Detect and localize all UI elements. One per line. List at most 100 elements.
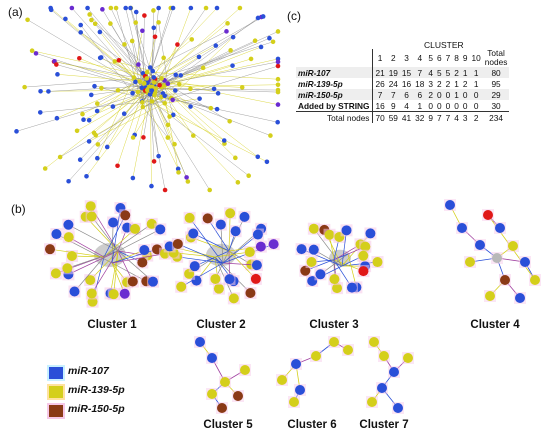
cluster-node: [300, 265, 311, 276]
network-edge: [147, 57, 164, 89]
cluster-node: [252, 229, 263, 240]
network-node: [149, 99, 155, 104]
network-node: [93, 132, 99, 138]
cluster-node: [520, 257, 530, 267]
cluster-node: [306, 257, 317, 268]
cluster-node: [215, 219, 226, 230]
network-node: [99, 85, 104, 91]
network-edge: [149, 90, 152, 187]
cluster-node: [120, 210, 131, 221]
network-node: [144, 69, 150, 75]
network-node: [188, 5, 194, 11]
table-header-total: Total nodes: [483, 49, 510, 67]
network-node: [92, 83, 97, 89]
network-node: [141, 135, 146, 140]
cluster-node: [207, 353, 217, 363]
network-node: [176, 81, 182, 87]
cluster-node: [225, 208, 236, 219]
network-node: [178, 73, 184, 78]
cluster-node: [315, 269, 326, 280]
network-node: [38, 88, 43, 94]
cluster-node: [360, 241, 371, 252]
network-node: [63, 16, 68, 22]
network-edge: [133, 30, 143, 78]
cluster-node: [224, 274, 235, 285]
network-node: [113, 5, 119, 11]
network-node: [92, 21, 98, 27]
cluster-node: [291, 359, 301, 369]
network-node: [162, 187, 168, 193]
network-edge: [16, 90, 152, 132]
network-node: [121, 111, 127, 117]
network-node: [190, 133, 196, 138]
cluster-node: [155, 224, 166, 235]
cluster-node: [308, 244, 319, 255]
cluster-node: [137, 257, 148, 268]
network-edge: [151, 7, 241, 87]
network-node: [149, 88, 154, 93]
network-node: [248, 56, 254, 62]
legend-swatch-mir107: [47, 365, 65, 381]
network-edge: [153, 77, 225, 141]
network-node: [123, 5, 128, 11]
network-node: [225, 21, 230, 26]
cluster-node: [184, 212, 195, 223]
cluster-node: [239, 211, 250, 222]
cluster-edge: [113, 250, 119, 295]
cluster-6-label: Cluster 6: [287, 419, 336, 431]
network-edge: [27, 19, 142, 89]
cluster-edge: [228, 213, 231, 252]
network-node: [152, 34, 158, 40]
network-node: [275, 119, 280, 125]
network-node: [81, 117, 86, 123]
network-node: [29, 48, 35, 54]
cluster-node: [495, 223, 505, 233]
cluster-edge: [220, 224, 224, 264]
network-node: [170, 5, 176, 11]
network-edge: [133, 77, 155, 83]
network-edge: [142, 106, 168, 138]
cluster-node: [403, 353, 413, 363]
network-node: [215, 91, 221, 96]
main-network: [14, 5, 281, 193]
cluster-node: [295, 385, 305, 395]
network-node: [145, 87, 150, 93]
cluster-node: [508, 241, 518, 251]
network-node: [275, 76, 281, 82]
cluster-node: [311, 351, 321, 361]
network-node: [142, 13, 147, 18]
network-edge: [97, 81, 136, 104]
cluster-node: [220, 377, 230, 387]
cluster-node: [372, 257, 383, 268]
network-node: [275, 63, 281, 69]
network-node: [156, 153, 161, 159]
network-node: [129, 38, 135, 44]
cluster-7-label: Cluster 7: [359, 419, 408, 431]
cluster-edge: [67, 250, 119, 269]
cluster-node: [492, 253, 502, 263]
cluster-node: [245, 288, 256, 299]
network-edge: [56, 78, 147, 119]
cluster-edge: [181, 262, 224, 288]
panel-label-c: (c): [287, 9, 301, 23]
network-edge: [132, 92, 268, 162]
network-node: [78, 30, 83, 35]
network-node: [275, 102, 281, 107]
network-node: [95, 142, 101, 147]
network-node: [170, 97, 175, 103]
cluster-node: [85, 275, 96, 286]
network-node: [237, 5, 243, 11]
table-header-cell: 7: [445, 53, 451, 63]
cluster-node: [296, 244, 307, 255]
cluster-node: [358, 250, 369, 261]
network-node: [108, 5, 114, 11]
network-node: [140, 100, 145, 105]
cluster-node: [210, 273, 221, 284]
network-node: [196, 54, 202, 60]
cluster-node: [465, 257, 475, 267]
network-node: [69, 5, 75, 11]
network-node: [86, 139, 92, 144]
cluster-node: [329, 274, 340, 285]
network-node: [258, 44, 264, 50]
